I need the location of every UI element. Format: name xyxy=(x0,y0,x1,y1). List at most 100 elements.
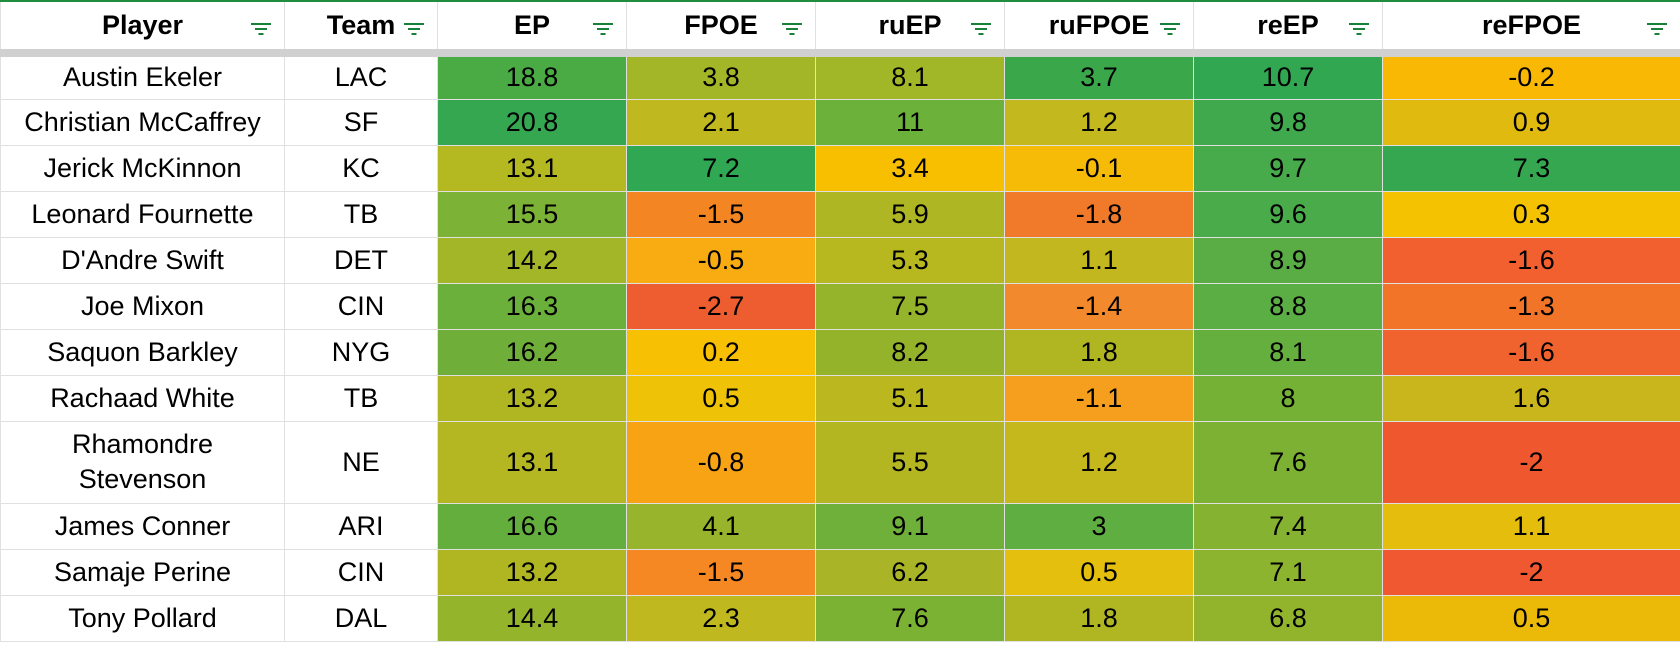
filter-icon[interactable] xyxy=(1346,16,1372,38)
cell-rufpoe[interactable]: -0.1 xyxy=(1004,144,1194,192)
cell-reep[interactable]: 8.9 xyxy=(1193,236,1383,284)
column-header-ep[interactable]: EP xyxy=(437,0,627,57)
cell-rufpoe[interactable]: 1.8 xyxy=(1004,594,1194,642)
filter-icon[interactable] xyxy=(248,16,274,38)
cell-reep[interactable]: 10.7 xyxy=(1193,52,1383,100)
cell-fpoe[interactable]: -0.5 xyxy=(626,236,816,284)
cell-ruep[interactable]: 7.6 xyxy=(815,594,1005,642)
cell-ruep[interactable]: 5.5 xyxy=(815,420,1005,504)
cell-ruep[interactable]: 11 xyxy=(815,98,1005,146)
cell-player[interactable]: Samaje Perine xyxy=(0,548,285,596)
cell-rufpoe[interactable]: -1.4 xyxy=(1004,282,1194,330)
cell-ruep[interactable]: 9.1 xyxy=(815,502,1005,550)
cell-ep[interactable]: 16.3 xyxy=(437,282,627,330)
cell-player[interactable]: D'Andre Swift xyxy=(0,236,285,284)
cell-fpoe[interactable]: 7.2 xyxy=(626,144,816,192)
cell-rufpoe[interactable]: 3 xyxy=(1004,502,1194,550)
cell-refpoe[interactable]: -1.3 xyxy=(1382,282,1680,330)
cell-team[interactable]: TB xyxy=(284,374,438,422)
cell-rufpoe[interactable]: 1.1 xyxy=(1004,236,1194,284)
cell-reep[interactable]: 8.8 xyxy=(1193,282,1383,330)
cell-rufpoe[interactable]: -1.1 xyxy=(1004,374,1194,422)
cell-fpoe[interactable]: 2.3 xyxy=(626,594,816,642)
cell-player[interactable]: Joe Mixon xyxy=(0,282,285,330)
cell-rufpoe[interactable]: 1.8 xyxy=(1004,328,1194,376)
cell-reep[interactable]: 8 xyxy=(1193,374,1383,422)
cell-ep[interactable]: 14.4 xyxy=(437,594,627,642)
cell-refpoe[interactable]: 0.9 xyxy=(1382,98,1680,146)
cell-ruep[interactable]: 7.5 xyxy=(815,282,1005,330)
cell-reep[interactable]: 8.1 xyxy=(1193,328,1383,376)
cell-ep[interactable]: 13.2 xyxy=(437,374,627,422)
cell-rufpoe[interactable]: 1.2 xyxy=(1004,420,1194,504)
cell-team[interactable]: LAC xyxy=(284,52,438,100)
cell-ep[interactable]: 18.8 xyxy=(437,52,627,100)
cell-team[interactable]: ARI xyxy=(284,502,438,550)
cell-player[interactable]: Christian McCaffrey xyxy=(0,98,285,146)
cell-rufpoe[interactable]: -1.8 xyxy=(1004,190,1194,238)
column-header-rufpoe[interactable]: ruFPOE xyxy=(1004,0,1194,57)
cell-refpoe[interactable]: -2 xyxy=(1382,420,1680,504)
cell-team[interactable]: DET xyxy=(284,236,438,284)
cell-reep[interactable]: 6.8 xyxy=(1193,594,1383,642)
cell-reep[interactable]: 9.8 xyxy=(1193,98,1383,146)
cell-reep[interactable]: 9.7 xyxy=(1193,144,1383,192)
cell-ruep[interactable]: 3.4 xyxy=(815,144,1005,192)
cell-rufpoe[interactable]: 1.2 xyxy=(1004,98,1194,146)
cell-refpoe[interactable]: 0.3 xyxy=(1382,190,1680,238)
filter-icon[interactable] xyxy=(401,16,427,38)
cell-fpoe[interactable]: 4.1 xyxy=(626,502,816,550)
cell-player[interactable]: Tony Pollard xyxy=(0,594,285,642)
column-header-refpoe[interactable]: reFPOE xyxy=(1382,0,1680,57)
cell-ep[interactable]: 15.5 xyxy=(437,190,627,238)
cell-fpoe[interactable]: -2.7 xyxy=(626,282,816,330)
column-header-fpoe[interactable]: FPOE xyxy=(626,0,816,57)
cell-ep[interactable]: 14.2 xyxy=(437,236,627,284)
column-header-team[interactable]: Team xyxy=(284,0,438,57)
cell-fpoe[interactable]: -1.5 xyxy=(626,190,816,238)
cell-fpoe[interactable]: -1.5 xyxy=(626,548,816,596)
filter-icon[interactable] xyxy=(590,16,616,38)
cell-player[interactable]: Rhamondre Stevenson xyxy=(0,420,285,504)
cell-rufpoe[interactable]: 0.5 xyxy=(1004,548,1194,596)
cell-refpoe[interactable]: -0.2 xyxy=(1382,52,1680,100)
cell-ruep[interactable]: 5.1 xyxy=(815,374,1005,422)
cell-refpoe[interactable]: 1.1 xyxy=(1382,502,1680,550)
cell-reep[interactable]: 7.6 xyxy=(1193,420,1383,504)
filter-icon[interactable] xyxy=(968,16,994,38)
cell-team[interactable]: TB xyxy=(284,190,438,238)
filter-icon[interactable] xyxy=(1644,16,1670,38)
filter-icon[interactable] xyxy=(1157,16,1183,38)
cell-ruep[interactable]: 5.3 xyxy=(815,236,1005,284)
cell-ep[interactable]: 13.1 xyxy=(437,420,627,504)
cell-team[interactable]: KC xyxy=(284,144,438,192)
cell-player[interactable]: Leonard Fournette xyxy=(0,190,285,238)
cell-team[interactable]: CIN xyxy=(284,548,438,596)
cell-reep[interactable]: 7.4 xyxy=(1193,502,1383,550)
cell-refpoe[interactable]: -1.6 xyxy=(1382,328,1680,376)
cell-player[interactable]: Austin Ekeler xyxy=(0,52,285,100)
cell-ep[interactable]: 13.1 xyxy=(437,144,627,192)
cell-refpoe[interactable]: 1.6 xyxy=(1382,374,1680,422)
filter-icon[interactable] xyxy=(779,16,805,38)
cell-team[interactable]: DAL xyxy=(284,594,438,642)
cell-fpoe[interactable]: 0.2 xyxy=(626,328,816,376)
column-header-reep[interactable]: reEP xyxy=(1193,0,1383,57)
cell-ep[interactable]: 13.2 xyxy=(437,548,627,596)
cell-ep[interactable]: 20.8 xyxy=(437,98,627,146)
cell-player[interactable]: James Conner xyxy=(0,502,285,550)
cell-reep[interactable]: 9.6 xyxy=(1193,190,1383,238)
cell-fpoe[interactable]: 2.1 xyxy=(626,98,816,146)
cell-fpoe[interactable]: -0.8 xyxy=(626,420,816,504)
column-header-ruep[interactable]: ruEP xyxy=(815,0,1005,57)
cell-rufpoe[interactable]: 3.7 xyxy=(1004,52,1194,100)
cell-player[interactable]: Saquon Barkley xyxy=(0,328,285,376)
cell-ep[interactable]: 16.6 xyxy=(437,502,627,550)
column-header-player[interactable]: Player xyxy=(0,0,285,57)
cell-refpoe[interactable]: 0.5 xyxy=(1382,594,1680,642)
cell-reep[interactable]: 7.1 xyxy=(1193,548,1383,596)
cell-ruep[interactable]: 8.2 xyxy=(815,328,1005,376)
cell-team[interactable]: SF xyxy=(284,98,438,146)
cell-player[interactable]: Rachaad White xyxy=(0,374,285,422)
cell-team[interactable]: CIN xyxy=(284,282,438,330)
